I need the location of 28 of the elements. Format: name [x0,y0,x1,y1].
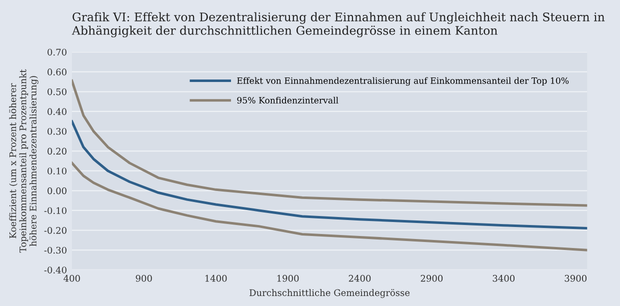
y-tick-label: -0.40 [44,266,66,274]
y-tick-label: 0.20 [48,148,66,155]
y-tick-label: 0.40 [48,108,66,115]
x-tick-label: 3900 [564,274,587,282]
y-tick-label: 0.70 [48,48,66,56]
x-tick-label: 3400 [492,274,515,282]
x-tick-label: 900 [136,274,152,282]
line-series [72,79,588,207]
y-tick-label: -0.10 [44,207,66,214]
chart-title: Grafik VI: Effekt von Dezentralisierung der Einnahmen auf Ungleichheit nach Steuern in Abhängigkeit der durchschnittlichen Gemeindegrösse in einem Kanton [72,12,605,38]
y-tick-label: 0.50 [48,88,66,96]
x-axis-title: Durchschnittliche Gemeindegrösse [250,289,410,298]
y-tick-label: 0.30 [48,128,66,135]
y-tick-label: 0.60 [48,68,66,76]
y-axis-title: Koeffizient (um x Prozent höherer Topeinkommensanteil pro Prozentpunkt höhere Einnahmendezentralisierung) [9,69,38,253]
x-tick-label: 2900 [420,274,443,282]
x-tick-label: 400 [64,274,80,282]
line-series [72,120,588,230]
y-tick-label: 0.00 [48,187,66,194]
x-tick-label: 2400 [348,274,371,282]
legend-label: 95% Konfidenzintervall [237,96,338,104]
y-tick-label: -0.30 [44,246,66,254]
x-tick-label: 1400 [205,274,227,282]
y-tick-label: -0.20 [44,227,66,234]
legend-label: Effekt von Einnahmendezentralisierung auf Einkommensanteil der Top 10% [237,77,569,86]
x-tick-label: 1900 [277,274,299,282]
line-series [72,162,588,252]
y-tick-label: 0.10 [48,168,66,174]
